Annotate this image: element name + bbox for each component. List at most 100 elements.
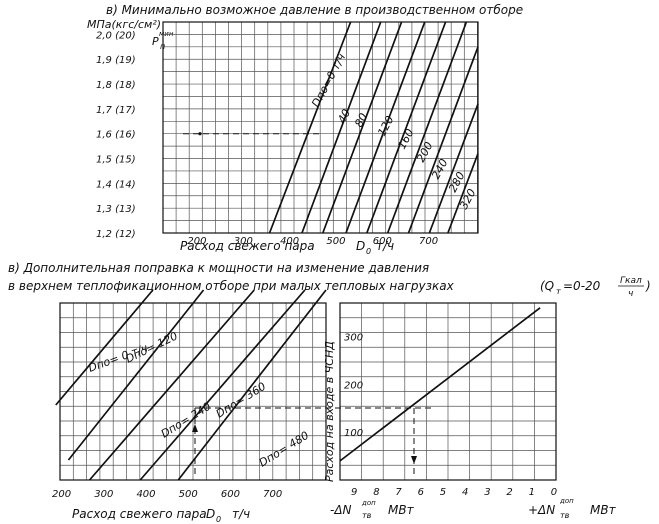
bottom-right-x-label-minus-sup: доп — [361, 499, 376, 507]
top-x-axis-symbol: D — [356, 239, 365, 253]
top-x-tick-label: 400 — [280, 236, 299, 247]
top-x-axis-symbol-sub: 0 — [366, 247, 371, 256]
top-x-tick-label: 600 — [373, 236, 392, 247]
top-y-tick-label: 1,4 (14) — [96, 179, 136, 190]
bottom-left-x-tick-label: 700 — [263, 489, 282, 500]
bottom-left-series-line — [177, 289, 327, 481]
bottom-right-x-tick-label: 2 — [506, 487, 512, 498]
top-y-tick-label: 1,2 (12) — [96, 229, 136, 240]
bottom-right-series-line — [339, 307, 541, 462]
top-series-line — [407, 46, 479, 234]
top-curve-label: 80 — [352, 111, 370, 129]
top-curve-label: 40 — [335, 107, 353, 125]
bottom-left-x-axis-symbol: D — [206, 507, 215, 521]
top-curve-label: Dпо=0 т/ч — [309, 51, 348, 109]
bottom-right-x-tick-labels: 9 8 7 6 5 4 3 2 1 0 — [351, 487, 557, 498]
top-y-tick-labels: 2,0 (20) 1,9 (19) 1,8 (18) 1,7 (17) 1,6 (16)… — [96, 30, 136, 240]
bottom-right-y-axis-label: Расход на входе в ЧСНД — [323, 341, 336, 482]
bottom-right-x-label-minus-unit: МВт — [388, 503, 415, 517]
bottom-title-q: (Q — [540, 279, 554, 293]
top-y-tick-label: 1,7 (17) — [96, 105, 136, 116]
bottom-right-x-tick-label: 0 — [551, 487, 557, 498]
top-chart-title: в) Минимально возможное давление в произ… — [106, 3, 523, 17]
top-x-tick-label: 300 — [234, 236, 253, 247]
bottom-left-curve-label: Dпо= 240 — [159, 400, 213, 441]
top-chart-frame — [162, 21, 479, 234]
bottom-left-arrow-up — [192, 424, 198, 432]
bottom-chart-title-line2: в верхнем теплофикационном отборе при ма… — [8, 279, 455, 293]
bottom-right-x-label-minus-sub: тв — [362, 511, 372, 520]
bottom-right-arrow-down — [411, 456, 417, 464]
bottom-right-y-tick-label: 300 — [344, 332, 363, 343]
bottom-left-x-tick-label: 400 — [136, 489, 155, 500]
top-y-unit-label: МПа(кгс/см²) — [87, 18, 161, 31]
top-y-tick-label: 1,6 (16) — [96, 130, 136, 141]
bottom-title-q-sub: т — [556, 287, 561, 296]
bottom-right-x-tick-label: 8 — [373, 487, 379, 498]
bottom-right-x-tick-label: 1 — [529, 487, 535, 498]
bottom-right-x-tick-label: 4 — [462, 487, 468, 498]
bottom-right-x-label-plus-unit: МВт — [590, 503, 617, 517]
bottom-left-x-tick-label: 200 — [52, 489, 71, 500]
top-chart-curves — [183, 21, 479, 234]
bottom-left-x-tick-label: 600 — [221, 489, 240, 500]
bottom-left-series-line — [88, 289, 255, 481]
top-curve-label: 240 — [429, 157, 450, 182]
top-x-tick-label: 700 — [419, 236, 438, 247]
bottom-title-q-frac-num: Гкал — [620, 276, 642, 286]
bottom-left-x-tick-label: 500 — [179, 489, 198, 500]
top-y-symbol-sup: мин — [159, 30, 174, 38]
bottom-right-x-label-plus-sub: тв — [560, 511, 570, 520]
bottom-right-x-label-plus: +ΔN — [528, 503, 555, 517]
bottom-left-curves — [55, 289, 432, 481]
bottom-left-x-tick-labels: 200 300 400 500 600 700 — [52, 489, 282, 500]
bottom-right-x-label-minus: -ΔN — [330, 503, 352, 517]
bottom-left-x-axis-symbol-sub: 0 — [216, 515, 221, 524]
top-x-tick-label: 200 — [187, 236, 206, 247]
bottom-right-x-label-plus-sup: доп — [559, 497, 574, 505]
bottom-right-y-tick-label: 100 — [344, 428, 363, 439]
bottom-title-q-close: ) — [645, 279, 651, 293]
bottom-right-x-tick-label: 6 — [418, 487, 424, 498]
top-reference-point — [198, 132, 202, 136]
top-curve-label: 160 — [395, 127, 416, 152]
top-series-line — [447, 153, 479, 234]
bottom-right-frame — [339, 302, 557, 481]
bottom-title-q-frac-den: ч — [628, 289, 633, 299]
top-series-line — [386, 21, 468, 234]
top-series-line — [301, 21, 382, 234]
bottom-title-q-eq: =0-20 — [563, 279, 601, 293]
top-x-axis-unit: т/ч — [376, 239, 394, 253]
bottom-left-x-tick-label: 300 — [94, 489, 113, 500]
top-y-tick-label: 1,8 (18) — [96, 80, 136, 91]
bottom-left-series-line — [55, 289, 154, 406]
top-series-line — [268, 21, 352, 234]
bottom-right-grid — [339, 302, 557, 481]
bottom-right-x-tick-label: 9 — [351, 487, 357, 498]
bottom-right-y-tick-labels: 100 200 300 — [344, 332, 363, 439]
top-series-line — [428, 103, 479, 234]
top-series-line — [322, 21, 403, 234]
bottom-right-curves — [339, 307, 541, 478]
bottom-left-curve-label: Dпо= 480 — [257, 429, 311, 470]
top-y-tick-label: 1,9 (19) — [96, 55, 136, 66]
bottom-left-series-line — [67, 289, 205, 461]
top-y-symbol: P — [152, 35, 159, 48]
top-series-line — [366, 21, 447, 234]
top-y-tick-label: 2,0 (20) — [96, 30, 136, 41]
top-curve-label: 120 — [375, 114, 396, 139]
top-series-line — [345, 21, 426, 234]
top-curve-label: 320 — [457, 187, 478, 212]
top-x-axis-label: Расход свежего пара — [180, 239, 315, 253]
bottom-left-series-line — [139, 289, 306, 481]
bottom-right-y-tick-label: 200 — [344, 380, 363, 391]
top-x-tick-label: 500 — [326, 236, 345, 247]
top-y-tick-label: 1,3 (13) — [96, 204, 136, 215]
bottom-left-x-axis-unit: т/ч — [232, 507, 250, 521]
top-chart-grid — [162, 21, 479, 234]
bottom-right-x-tick-label: 3 — [484, 487, 490, 498]
top-curve-label: 200 — [414, 140, 435, 165]
